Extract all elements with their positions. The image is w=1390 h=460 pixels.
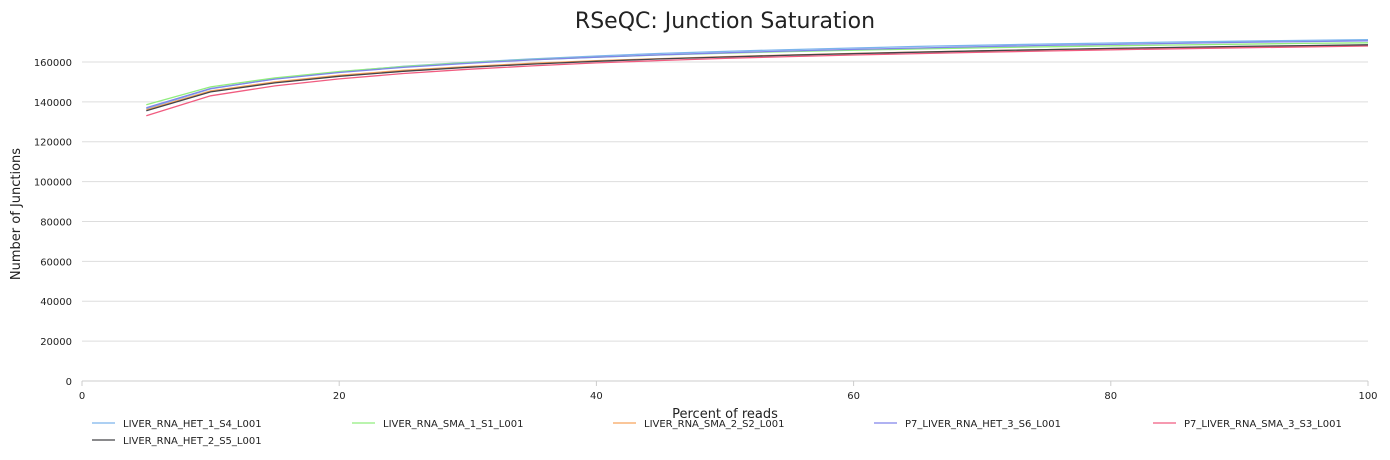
x-tick-label: 0 bbox=[79, 391, 85, 402]
legend-item[interactable]: LIVER_RNA_SMA_2_S2_L001 bbox=[613, 419, 784, 430]
x-axis-title: Percent of reads bbox=[672, 407, 778, 422]
x-tick-label: 80 bbox=[1104, 391, 1117, 402]
y-tick-label: 80000 bbox=[40, 217, 72, 228]
series-line[interactable] bbox=[146, 40, 1369, 109]
y-axis-title: Number of Junctions bbox=[9, 148, 24, 280]
y-tick-label: 120000 bbox=[34, 138, 72, 149]
x-tick-label: 20 bbox=[333, 391, 346, 402]
chart-title: RSeQC: Junction Saturation bbox=[575, 9, 875, 34]
legend-item[interactable]: P7_LIVER_RNA_HET_3_S6_L001 bbox=[874, 419, 1061, 430]
y-tick-label: 40000 bbox=[40, 297, 72, 308]
legend-label: LIVER_RNA_HET_1_S4_L001 bbox=[123, 419, 262, 430]
series-line[interactable] bbox=[146, 38, 1369, 110]
legend-label: LIVER_RNA_HET_2_S5_L001 bbox=[123, 436, 262, 447]
legend-item[interactable]: P7_LIVER_RNA_SMA_3_S3_L001 bbox=[1153, 419, 1342, 430]
x-tick-label: 100 bbox=[1358, 391, 1377, 402]
legend-label: LIVER_RNA_SMA_1_S1_L001 bbox=[383, 419, 523, 430]
legend-item[interactable]: LIVER_RNA_SMA_1_S1_L001 bbox=[352, 419, 523, 430]
y-tick-label: 140000 bbox=[34, 98, 72, 109]
legend-label: P7_LIVER_RNA_HET_3_S6_L001 bbox=[905, 419, 1061, 430]
legend: LIVER_RNA_HET_1_S4_L001 LIVER_RNA_SMA_1_S… bbox=[92, 419, 1342, 447]
grid-lines bbox=[82, 61, 1368, 382]
legend-item[interactable]: LIVER_RNA_HET_2_S5_L001 bbox=[92, 436, 262, 447]
x-axis-ticks: 0 20 40 60 80 100 bbox=[79, 381, 1378, 402]
y-tick-label: 100000 bbox=[34, 178, 72, 189]
y-tick-label: 160000 bbox=[34, 58, 72, 69]
x-tick-label: 40 bbox=[590, 391, 603, 402]
y-tick-label: 20000 bbox=[40, 337, 72, 348]
legend-item[interactable]: LIVER_RNA_HET_1_S4_L001 bbox=[92, 419, 262, 430]
y-axis-ticks: 0 20000 40000 60000 80000 100000 120000 140000 1… bbox=[34, 58, 72, 388]
series-line[interactable] bbox=[146, 44, 1369, 112]
legend-label: P7_LIVER_RNA_SMA_3_S3_L001 bbox=[1184, 419, 1342, 430]
series-line[interactable] bbox=[146, 45, 1369, 117]
x-tick-label: 60 bbox=[847, 391, 860, 402]
legend-label: LIVER_RNA_SMA_2_S2_L001 bbox=[644, 419, 784, 430]
y-tick-label: 0 bbox=[66, 377, 72, 388]
y-tick-label: 60000 bbox=[40, 257, 72, 268]
series-lines bbox=[146, 38, 1369, 117]
